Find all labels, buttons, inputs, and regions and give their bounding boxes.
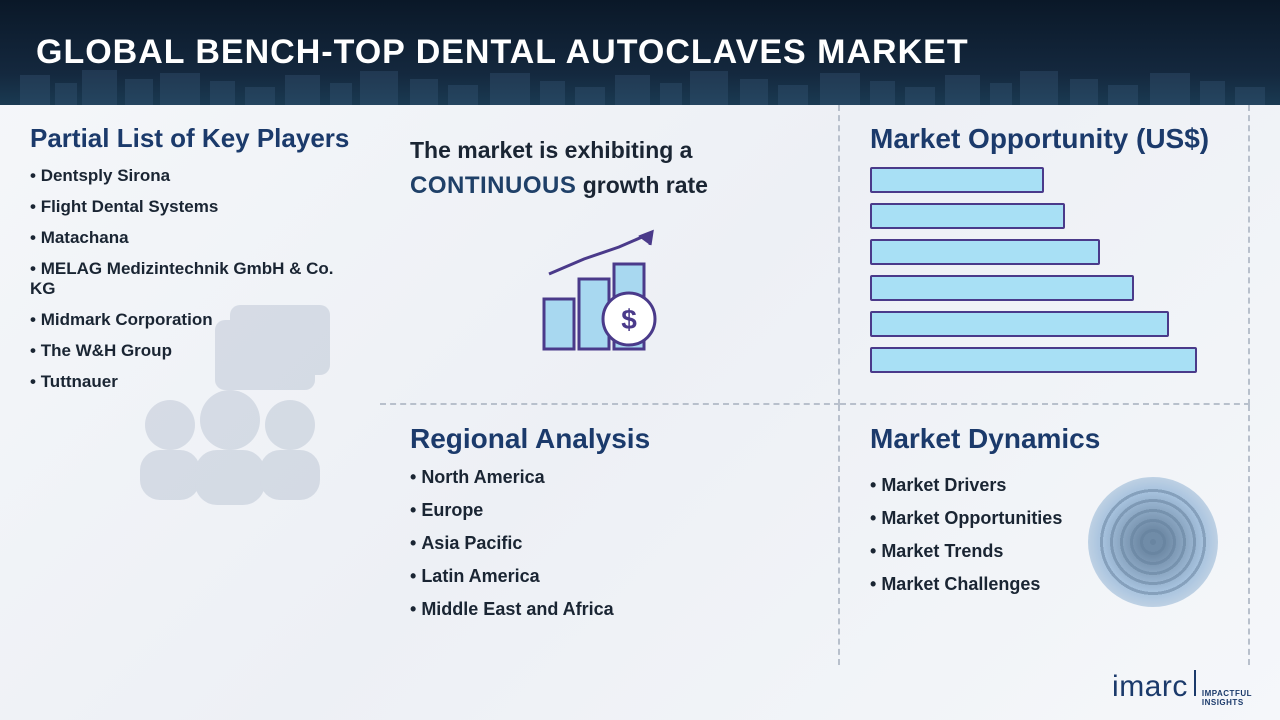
gears-icon [1088, 477, 1218, 607]
player-item: Dentsply Sirona [30, 166, 350, 186]
opportunity-title: Market Opportunity (US$) [870, 123, 1218, 155]
dynamics-list: Market Drivers Market Opportunities Market… [870, 475, 1088, 607]
dynamics-section: Market Dynamics Market Drivers Market Opp… [840, 405, 1250, 665]
brand-logo: imarc IMPACTFUL INSIGHTS [1112, 670, 1252, 708]
regional-item: Europe [410, 500, 808, 521]
opportunity-bar-chart [870, 167, 1218, 373]
page-title: GLOBAL BENCH-TOP DENTAL AUTOCLAVES MARKE… [36, 33, 969, 72]
dynamics-item: Market Opportunities [870, 508, 1088, 529]
growth-line1: The market is exhibiting a [410, 137, 692, 163]
logo-text: imarc [1112, 670, 1188, 704]
growth-suffix: growth rate [576, 172, 708, 198]
player-item: Flight Dental Systems [30, 197, 350, 217]
logo-tagline: IMPACTFUL INSIGHTS [1202, 690, 1252, 708]
regional-item: North America [410, 467, 808, 488]
dynamics-item: Market Challenges [870, 574, 1088, 595]
opportunity-bar [870, 347, 1218, 373]
opportunity-bar [870, 275, 1218, 301]
opportunity-bar [870, 311, 1218, 337]
player-item: MELAG Medizintechnik GmbH & Co. KG [30, 259, 350, 299]
header-banner: GLOBAL BENCH-TOP DENTAL AUTOCLAVES MARKE… [0, 0, 1280, 105]
svg-text:$: $ [621, 304, 637, 335]
players-section: Partial List of Key Players Dentsply Sir… [0, 105, 380, 665]
regional-title: Regional Analysis [410, 423, 808, 455]
regional-item: Asia Pacific [410, 533, 808, 554]
regional-list: North America Europe Asia Pacific Latin Ame… [410, 467, 808, 620]
players-title: Partial List of Key Players [30, 123, 350, 154]
growth-highlight: CONTINUOUS [410, 172, 576, 199]
people-icon [110, 305, 340, 505]
dynamics-item: Market Trends [870, 541, 1088, 562]
dynamics-item: Market Drivers [870, 475, 1088, 496]
opportunity-bar [870, 239, 1218, 265]
player-item: Matachana [30, 228, 350, 248]
opportunity-bar [870, 167, 1218, 193]
logo-divider [1194, 670, 1196, 696]
opportunity-bar [870, 203, 1218, 229]
opportunity-section: Market Opportunity (US$) [840, 105, 1250, 405]
dynamics-title: Market Dynamics [870, 423, 1218, 455]
growth-section: The market is exhibiting a CONTINUOUS gr… [380, 105, 840, 405]
infographic-page: GLOBAL BENCH-TOP DENTAL AUTOCLAVES MARKE… [0, 0, 1280, 720]
regional-item: Middle East and Africa [410, 599, 808, 620]
regional-item: Latin America [410, 566, 808, 587]
growth-chart-icon: $ [534, 229, 684, 359]
regional-section: Regional Analysis North America Europe Asi… [380, 405, 840, 665]
growth-statement: The market is exhibiting a CONTINUOUS gr… [410, 133, 808, 204]
content-grid: The market is exhibiting a CONTINUOUS gr… [0, 105, 1280, 720]
